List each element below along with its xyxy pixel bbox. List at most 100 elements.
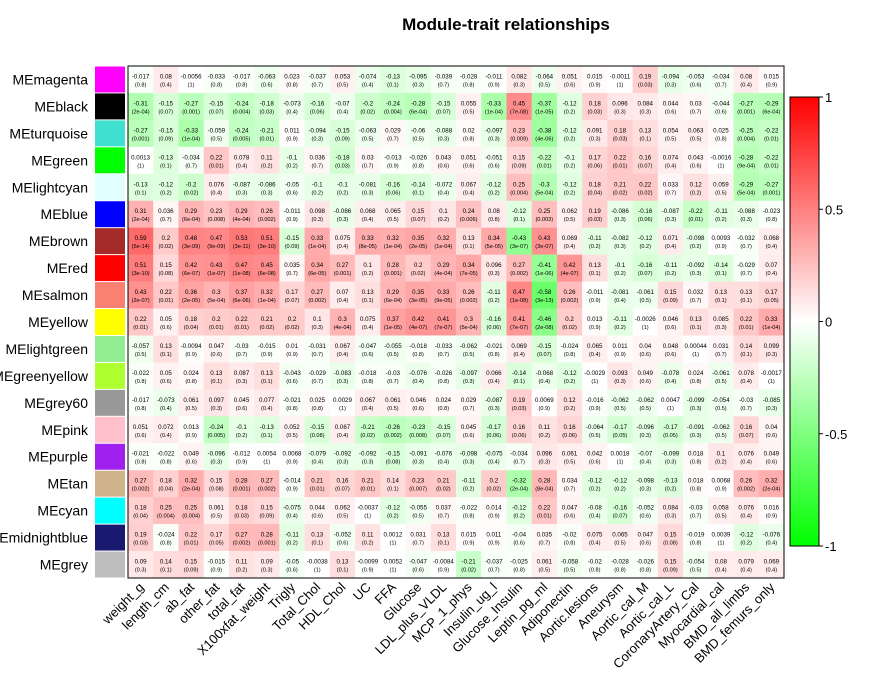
cell-pvalue-label: (0.03): [587, 217, 602, 223]
cell-pvalue-label: (0.2): [715, 460, 727, 466]
cell-correlation-label: -0.081: [359, 181, 377, 188]
cell-correlation-label: 0.43: [135, 289, 148, 296]
cell-pvalue-label: (0.6): [463, 163, 475, 169]
cell-pvalue-label: (0.02): [487, 487, 502, 493]
heatmap-cell: [279, 443, 305, 471]
heatmap-cell: [531, 308, 558, 336]
cell-pvalue-label: (1): [591, 379, 598, 385]
cell-correlation-label: 0.17: [765, 289, 778, 296]
cell-pvalue-label: (0.4): [740, 82, 752, 88]
cell-correlation-label: 0.15: [185, 559, 198, 566]
heatmap-cell: [128, 362, 154, 390]
cell-correlation-label: 0.15: [664, 559, 677, 566]
cell-pvalue-label: (0.04): [133, 514, 148, 520]
cell-correlation-label: 0.051: [562, 73, 578, 80]
heatmap-cell: [481, 254, 507, 282]
heatmap-cell: [329, 524, 356, 552]
heatmap-cell: [178, 551, 204, 579]
cell-correlation-label: 0.16: [740, 424, 753, 431]
heatmap-cell: [329, 362, 356, 390]
cell-pvalue-label: (0.008): [207, 217, 225, 223]
cell-pvalue-label: (0.9): [286, 136, 298, 142]
colorbar: 10.50-0.5-1: [789, 90, 847, 554]
heatmap-cell: [657, 443, 684, 471]
cell-pvalue-label: (0.004): [737, 136, 755, 142]
cell-pvalue-label: (0.6): [564, 82, 576, 88]
heatmap-cell: [506, 66, 532, 94]
cell-correlation-label: 0.15: [664, 532, 677, 539]
cell-pvalue-label: (0.6): [412, 568, 424, 574]
cell-pvalue-label: (1e-04): [485, 109, 503, 115]
cell-pvalue-label: (0.8): [488, 352, 500, 358]
cell-pvalue-label: (2e-07): [132, 298, 150, 304]
heatmap-cell: [355, 389, 381, 417]
cell-correlation-label: 0.18: [135, 505, 148, 512]
heatmap-cell: [607, 66, 633, 94]
cell-pvalue-label: (0.01): [184, 541, 199, 547]
row-label-MEmidnightblue: MEmidnightblue: [0, 530, 88, 546]
cell-pvalue-label: (1): [364, 514, 371, 520]
cell-pvalue-label: (0.04): [184, 325, 199, 331]
heatmap-cell: [304, 551, 331, 579]
cell-correlation-label: 0.33: [437, 289, 450, 296]
cell-pvalue-label: (0.5): [639, 406, 651, 412]
cell-pvalue-label: (7e-05): [460, 271, 478, 277]
heatmap-cell: [128, 524, 154, 552]
cell-correlation-label: -0.024: [561, 343, 579, 350]
heatmap-cell: [456, 281, 482, 309]
cell-correlation-label: 0.0039: [711, 532, 730, 539]
cell-pvalue-label: (0.03): [335, 163, 350, 169]
cell-correlation-label: 0.01: [286, 343, 299, 350]
cell-correlation-label: -0.27: [739, 100, 754, 107]
cell-correlation-label: -0.018: [359, 370, 377, 377]
cell-pvalue-label: (0.01): [739, 325, 754, 331]
heatmap-cell: [329, 551, 356, 579]
cell-pvalue-label: (0.6): [639, 514, 651, 520]
cell-pvalue-label: (4e-07): [409, 325, 427, 331]
cell-correlation-label: 0.054: [663, 127, 679, 134]
cell-pvalue-label: (0.5): [715, 433, 727, 439]
cell-correlation-label: 0.27: [261, 478, 274, 485]
cell-pvalue-label: (6e-08): [258, 271, 276, 277]
cell-pvalue-label: (0.02): [259, 325, 274, 331]
cell-correlation-label: 0.096: [537, 451, 553, 458]
cell-pvalue-label: (0.06): [487, 325, 502, 331]
cell-pvalue-label: (0.8): [488, 217, 500, 223]
cell-correlation-label: 0.063: [688, 127, 704, 134]
heatmap-cell: [153, 92, 179, 121]
cell-correlation-label: -0.46: [537, 316, 552, 323]
cell-correlation-label: -0.062: [712, 424, 730, 431]
cell-pvalue-label: (0.07): [411, 217, 426, 223]
heatmap-cell: [506, 254, 532, 282]
cell-pvalue-label: (0.2): [362, 541, 374, 547]
cell-correlation-label: -0.015: [208, 559, 226, 566]
heatmap-cell: [708, 362, 734, 390]
cell-correlation-label: 0.078: [738, 370, 754, 377]
cell-pvalue-label: (0.06): [562, 433, 577, 439]
heatmap-cell: [228, 362, 255, 390]
cell-pvalue-label: (0.8): [160, 460, 172, 466]
cell-pvalue-label: (0.7): [236, 352, 248, 358]
cell-pvalue-label: (0.9): [766, 514, 778, 520]
cell-pvalue-label: (0.2): [564, 163, 576, 169]
cell-correlation-label: -0.1: [337, 181, 348, 188]
cell-correlation-label: -0.43: [512, 235, 527, 242]
heatmap-cell: [304, 200, 331, 228]
heatmap-cell: [304, 389, 331, 417]
cell-correlation-label: 0.47: [236, 262, 249, 269]
cell-correlation-label: 0.19: [589, 208, 602, 215]
cell-pvalue-label: (0.01): [259, 136, 274, 142]
cell-correlation-label: 0.23: [412, 478, 425, 485]
heatmap-cell: [178, 389, 204, 417]
cell-correlation-label: 0.062: [562, 208, 578, 215]
cell-pvalue-label: (0.06): [310, 109, 325, 115]
cell-pvalue-label: (0.09): [663, 568, 678, 574]
heatmap-cell: [254, 389, 280, 417]
cell-pvalue-label: (0.9): [589, 406, 601, 412]
cell-pvalue-label: (0.2): [513, 514, 525, 520]
heatmap-cell: [556, 200, 583, 228]
cell-correlation-label: -0.05: [285, 559, 300, 566]
heatmap-cell: [153, 389, 179, 417]
heatmap-cell: [329, 200, 356, 228]
cell-pvalue-label: (0.07): [436, 433, 451, 439]
